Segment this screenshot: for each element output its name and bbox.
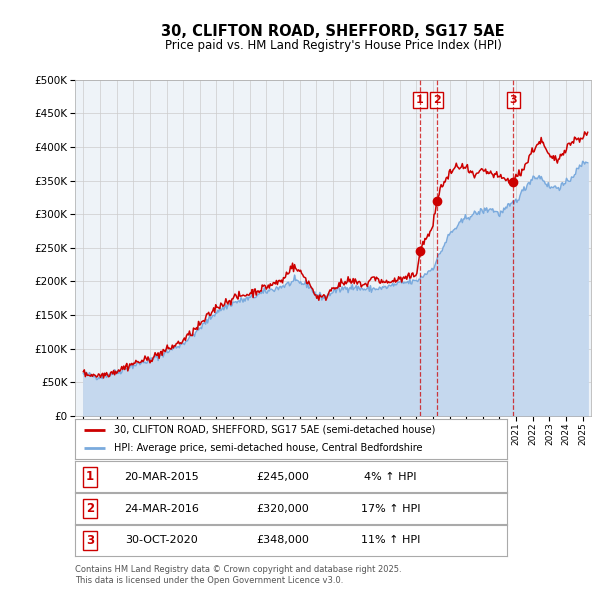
Text: 3: 3: [509, 95, 517, 105]
Text: 30, CLIFTON ROAD, SHEFFORD, SG17 5AE: 30, CLIFTON ROAD, SHEFFORD, SG17 5AE: [161, 24, 505, 38]
Text: Contains HM Land Registry data © Crown copyright and database right 2025.
This d: Contains HM Land Registry data © Crown c…: [75, 565, 401, 585]
Text: 24-MAR-2016: 24-MAR-2016: [124, 504, 199, 513]
Text: 2: 2: [433, 95, 440, 105]
Text: 17% ↑ HPI: 17% ↑ HPI: [361, 504, 420, 513]
Text: HPI: Average price, semi-detached house, Central Bedfordshire: HPI: Average price, semi-detached house,…: [114, 443, 422, 453]
Text: 3: 3: [86, 534, 94, 547]
Text: £245,000: £245,000: [256, 472, 309, 481]
Text: £320,000: £320,000: [256, 504, 309, 513]
Text: £348,000: £348,000: [256, 536, 309, 545]
Text: 30, CLIFTON ROAD, SHEFFORD, SG17 5AE (semi-detached house): 30, CLIFTON ROAD, SHEFFORD, SG17 5AE (se…: [114, 425, 435, 435]
Text: Price paid vs. HM Land Registry's House Price Index (HPI): Price paid vs. HM Land Registry's House …: [164, 39, 502, 52]
Text: 11% ↑ HPI: 11% ↑ HPI: [361, 536, 420, 545]
Text: 2: 2: [86, 502, 94, 515]
Text: 1: 1: [416, 95, 424, 105]
Text: 1: 1: [86, 470, 94, 483]
Text: 4% ↑ HPI: 4% ↑ HPI: [364, 472, 416, 481]
Text: 30-OCT-2020: 30-OCT-2020: [125, 536, 198, 545]
Text: 20-MAR-2015: 20-MAR-2015: [124, 472, 199, 481]
